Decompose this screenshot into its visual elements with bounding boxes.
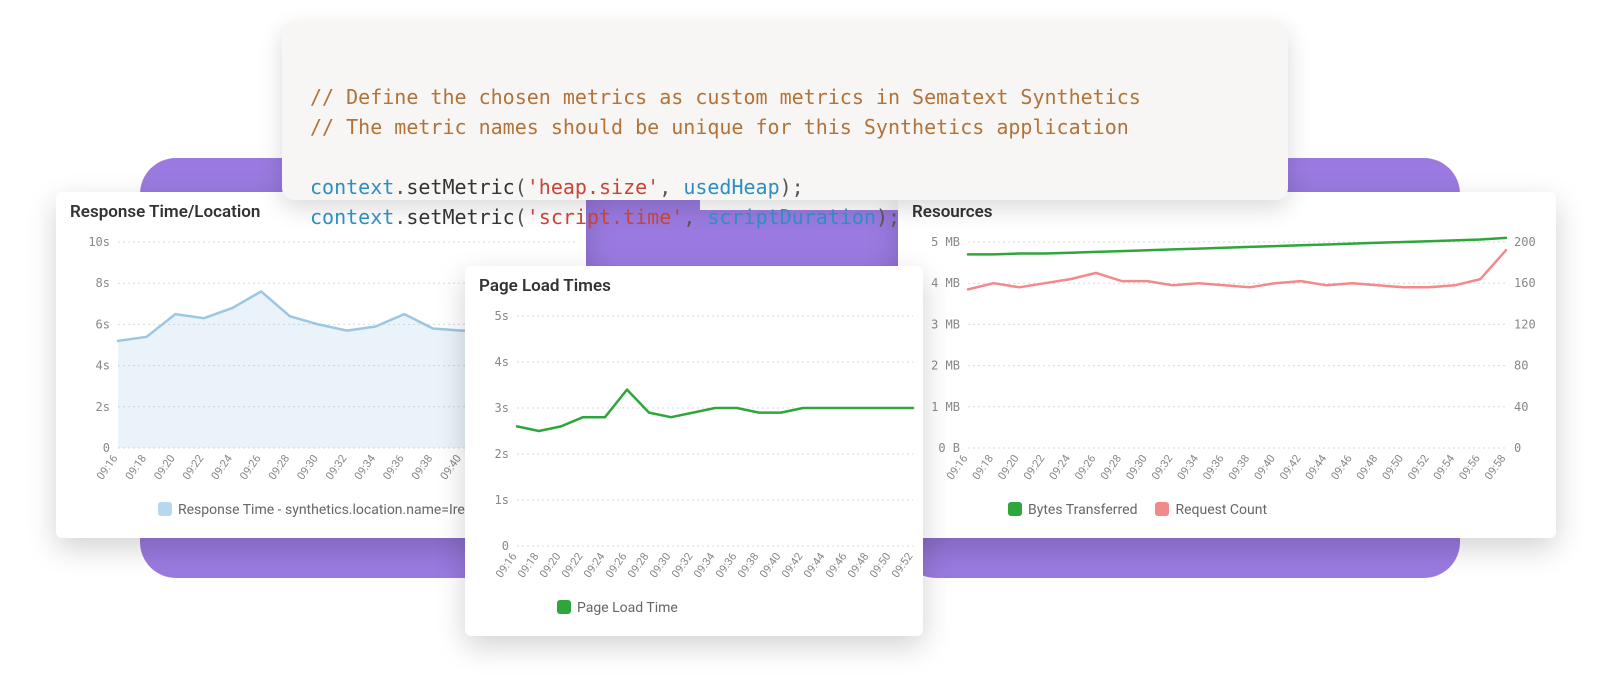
- chart-legend: Response Time - synthetics.location.name…: [158, 502, 491, 518]
- svg-text:09:26: 09:26: [1072, 452, 1098, 482]
- legend-item: Request Count: [1155, 502, 1267, 518]
- code-snippet-text: // Define the chosen metrics as custom m…: [310, 82, 1260, 232]
- svg-text:09:38: 09:38: [409, 452, 435, 482]
- chart-legend: Page Load Time: [557, 600, 678, 616]
- svg-text:200: 200: [1514, 235, 1536, 249]
- legend-item: Response Time - synthetics.location.name…: [158, 502, 491, 518]
- svg-text:09:20: 09:20: [537, 550, 563, 580]
- svg-text:09:16: 09:16: [944, 452, 970, 482]
- svg-text:4s: 4s: [495, 355, 509, 369]
- svg-text:0: 0: [1514, 441, 1521, 455]
- svg-text:09:34: 09:34: [691, 550, 717, 580]
- svg-text:0 B: 0 B: [938, 441, 960, 455]
- legend-swatch: [1155, 502, 1169, 516]
- svg-text:09:16: 09:16: [493, 550, 519, 580]
- svg-text:3 MB: 3 MB: [931, 317, 960, 331]
- svg-text:09:34: 09:34: [1175, 452, 1201, 482]
- svg-text:09:46: 09:46: [823, 550, 849, 580]
- svg-text:09:42: 09:42: [779, 550, 805, 580]
- svg-text:09:42: 09:42: [1277, 452, 1303, 482]
- svg-text:10s: 10s: [88, 235, 110, 249]
- svg-text:09:22: 09:22: [180, 452, 206, 482]
- svg-text:160: 160: [1514, 276, 1536, 290]
- legend-label: Response Time - synthetics.location.name…: [178, 502, 491, 518]
- chart-svg: 01s2s3s4s5s09:1609:1809:2009:2209:2409:2…: [465, 266, 923, 636]
- svg-text:09:24: 09:24: [581, 550, 607, 580]
- svg-text:09:32: 09:32: [669, 550, 695, 580]
- svg-text:09:58: 09:58: [1482, 452, 1508, 482]
- svg-text:09:40: 09:40: [757, 550, 783, 580]
- svg-text:2s: 2s: [96, 400, 110, 414]
- svg-text:09:48: 09:48: [845, 550, 871, 580]
- svg-text:09:38: 09:38: [735, 550, 761, 580]
- svg-text:4 MB: 4 MB: [931, 276, 960, 290]
- legend-label: Request Count: [1175, 502, 1267, 518]
- svg-text:09:36: 09:36: [1200, 452, 1226, 482]
- svg-text:09:30: 09:30: [647, 550, 673, 580]
- svg-text:09:40: 09:40: [1252, 452, 1278, 482]
- chart-legend: Bytes Transferred Request Count: [1008, 502, 1267, 518]
- svg-text:6s: 6s: [96, 317, 110, 331]
- legend-swatch: [158, 502, 172, 516]
- svg-text:09:18: 09:18: [123, 452, 149, 482]
- svg-text:09:18: 09:18: [970, 452, 996, 482]
- stage: Response Time/Location 02s4s6s8s10s09:16…: [0, 0, 1600, 700]
- svg-text:09:48: 09:48: [1354, 452, 1380, 482]
- svg-text:09:28: 09:28: [1098, 452, 1124, 482]
- svg-text:09:50: 09:50: [1380, 452, 1406, 482]
- svg-text:09:50: 09:50: [867, 550, 893, 580]
- svg-text:09:28: 09:28: [266, 452, 292, 482]
- svg-text:09:28: 09:28: [625, 550, 651, 580]
- svg-text:1 MB: 1 MB: [931, 400, 960, 414]
- svg-text:09:46: 09:46: [1328, 452, 1354, 482]
- svg-text:09:26: 09:26: [603, 550, 629, 580]
- legend-swatch: [557, 600, 571, 614]
- svg-text:8s: 8s: [96, 276, 110, 290]
- svg-text:09:18: 09:18: [515, 550, 541, 580]
- chart-page-load: Page Load Times 01s2s3s4s5s09:1609:1809:…: [465, 266, 923, 636]
- svg-text:09:30: 09:30: [294, 452, 320, 482]
- svg-text:09:52: 09:52: [889, 550, 915, 580]
- svg-text:09:32: 09:32: [323, 452, 349, 482]
- svg-text:09:38: 09:38: [1226, 452, 1252, 482]
- svg-text:09:36: 09:36: [713, 550, 739, 580]
- svg-text:09:26: 09:26: [237, 452, 263, 482]
- svg-text:3s: 3s: [495, 401, 509, 415]
- svg-text:09:40: 09:40: [438, 452, 464, 482]
- svg-text:09:34: 09:34: [352, 452, 378, 482]
- legend-item: Page Load Time: [557, 600, 678, 616]
- code-snippet-card: // Define the chosen metrics as custom m…: [282, 22, 1288, 200]
- svg-text:09:30: 09:30: [1123, 452, 1149, 482]
- legend-label: Bytes Transferred: [1028, 502, 1137, 518]
- svg-text:09:44: 09:44: [1303, 452, 1329, 482]
- svg-text:09:24: 09:24: [1047, 452, 1073, 482]
- svg-text:80: 80: [1514, 359, 1528, 373]
- svg-text:09:16: 09:16: [94, 452, 120, 482]
- svg-text:09:24: 09:24: [209, 452, 235, 482]
- svg-text:09:20: 09:20: [995, 452, 1021, 482]
- svg-text:09:56: 09:56: [1456, 452, 1482, 482]
- svg-text:120: 120: [1514, 317, 1536, 331]
- svg-text:09:32: 09:32: [1149, 452, 1175, 482]
- svg-text:09:36: 09:36: [380, 452, 406, 482]
- svg-text:4s: 4s: [96, 359, 110, 373]
- svg-text:2s: 2s: [495, 447, 509, 461]
- svg-text:09:20: 09:20: [151, 452, 177, 482]
- svg-text:5s: 5s: [495, 309, 509, 323]
- legend-item: Bytes Transferred: [1008, 502, 1137, 518]
- svg-text:40: 40: [1514, 400, 1528, 414]
- svg-text:2 MB: 2 MB: [931, 359, 960, 373]
- legend-swatch: [1008, 502, 1022, 516]
- svg-text:09:54: 09:54: [1431, 452, 1457, 482]
- svg-text:09:22: 09:22: [559, 550, 585, 580]
- svg-text:09:52: 09:52: [1405, 452, 1431, 482]
- legend-label: Page Load Time: [577, 600, 678, 616]
- svg-text:09:22: 09:22: [1021, 452, 1047, 482]
- svg-text:09:44: 09:44: [801, 550, 827, 580]
- svg-text:1s: 1s: [495, 493, 509, 507]
